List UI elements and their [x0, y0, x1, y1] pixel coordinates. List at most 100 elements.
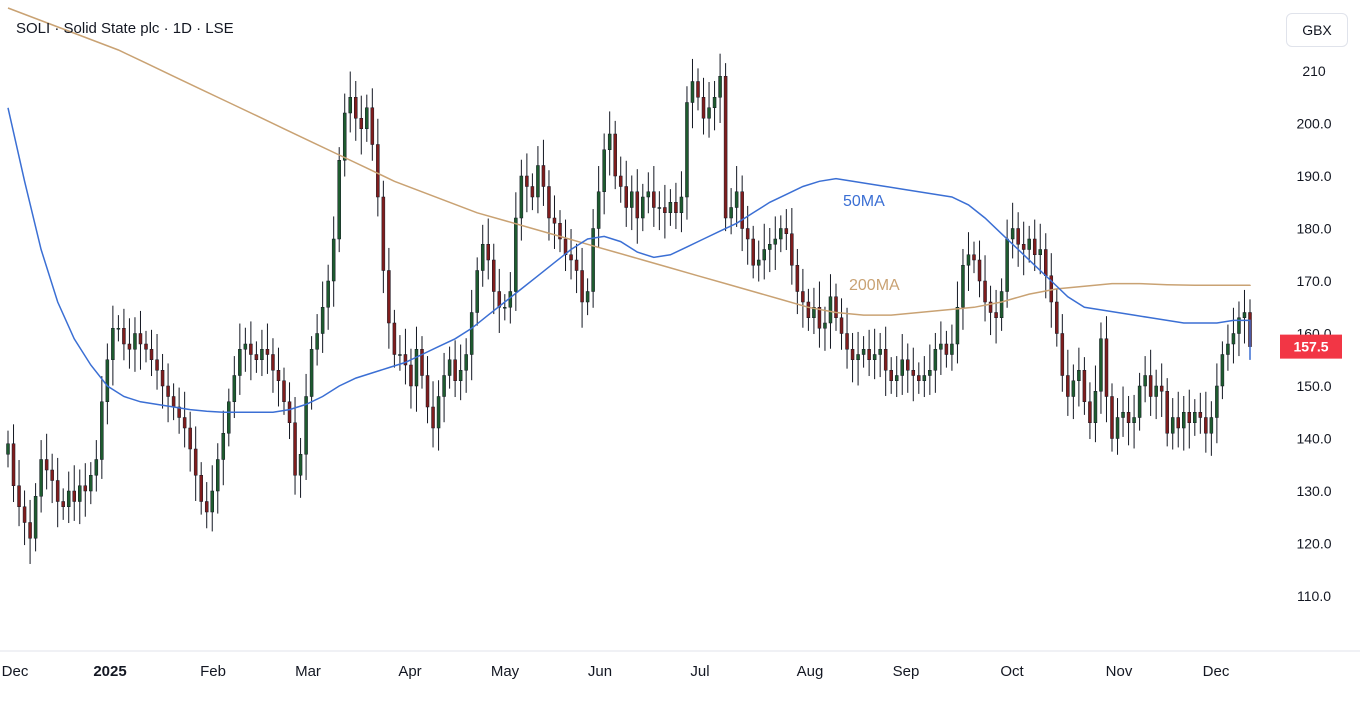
candle[interactable]	[304, 373, 308, 480]
candle[interactable]	[320, 281, 325, 353]
candle[interactable]	[983, 255, 987, 322]
candle[interactable]	[558, 210, 562, 253]
candle[interactable]	[111, 305, 115, 386]
candle[interactable]	[66, 471, 71, 524]
candle[interactable]	[790, 208, 794, 285]
candle[interactable]	[580, 247, 584, 328]
candle[interactable]	[585, 278, 590, 316]
candle[interactable]	[1082, 357, 1087, 415]
candle[interactable]	[547, 170, 551, 241]
candle[interactable]	[469, 289, 474, 381]
candle[interactable]	[354, 80, 358, 141]
candle[interactable]	[210, 465, 214, 532]
candle[interactable]	[144, 330, 148, 363]
candle[interactable]	[381, 180, 386, 294]
candle[interactable]	[425, 356, 430, 424]
candle[interactable]	[674, 182, 678, 230]
candle[interactable]	[287, 382, 292, 440]
candle[interactable]	[900, 334, 904, 395]
candle[interactable]	[944, 330, 949, 368]
candle[interactable]	[1115, 398, 1120, 455]
candle[interactable]	[1104, 316, 1109, 423]
candle[interactable]	[166, 363, 170, 423]
candle[interactable]	[872, 328, 877, 380]
candle[interactable]	[602, 133, 606, 215]
candle[interactable]	[519, 159, 524, 241]
candle[interactable]	[387, 247, 391, 349]
candle[interactable]	[271, 338, 275, 393]
candle[interactable]	[1077, 347, 1081, 407]
candle[interactable]	[889, 357, 893, 394]
candle[interactable]	[801, 268, 805, 328]
candle[interactable]	[105, 343, 110, 425]
candle[interactable]	[856, 331, 860, 386]
candle[interactable]	[646, 172, 651, 214]
candle[interactable]	[911, 347, 916, 402]
candle[interactable]	[635, 169, 640, 244]
candle[interactable]	[1044, 233, 1048, 299]
candle[interactable]	[6, 430, 10, 468]
candle[interactable]	[1198, 392, 1203, 434]
candle[interactable]	[199, 462, 203, 515]
candle[interactable]	[795, 248, 800, 315]
candle[interactable]	[149, 329, 154, 377]
candle[interactable]	[734, 166, 739, 227]
candle[interactable]	[1215, 363, 1219, 444]
candle[interactable]	[696, 68, 700, 111]
candle[interactable]	[768, 227, 772, 273]
candle[interactable]	[17, 460, 21, 527]
candle[interactable]	[193, 426, 198, 501]
candle[interactable]	[740, 175, 744, 252]
candle[interactable]	[624, 160, 628, 227]
candle[interactable]	[1005, 219, 1009, 308]
candle[interactable]	[177, 387, 181, 434]
candle[interactable]	[607, 111, 612, 176]
candle[interactable]	[365, 94, 369, 142]
candle[interactable]	[83, 463, 88, 517]
candle[interactable]	[1066, 349, 1070, 416]
candle[interactable]	[917, 362, 921, 394]
candle[interactable]	[596, 166, 601, 248]
candle[interactable]	[1016, 212, 1020, 267]
candle[interactable]	[497, 268, 502, 333]
candle[interactable]	[922, 356, 927, 398]
candle[interactable]	[188, 411, 192, 472]
candle[interactable]	[1231, 307, 1236, 364]
candle[interactable]	[447, 346, 452, 389]
candle[interactable]	[657, 191, 662, 231]
candle[interactable]	[61, 488, 65, 520]
candle[interactable]	[403, 328, 408, 385]
candle[interactable]	[823, 306, 827, 351]
candle[interactable]	[861, 336, 866, 368]
candle[interactable]	[1021, 221, 1026, 276]
candle[interactable]	[988, 285, 993, 336]
candle[interactable]	[939, 321, 943, 375]
candle[interactable]	[663, 184, 667, 239]
candle[interactable]	[420, 336, 424, 389]
candle[interactable]	[641, 183, 645, 232]
candle[interactable]	[955, 281, 960, 364]
candle[interactable]	[376, 118, 380, 217]
candle[interactable]	[138, 310, 143, 370]
candle[interactable]	[1220, 341, 1225, 400]
candle[interactable]	[282, 367, 286, 415]
candle[interactable]	[906, 343, 910, 393]
candle[interactable]	[894, 356, 899, 398]
candle[interactable]	[337, 147, 341, 253]
candle[interactable]	[276, 347, 281, 407]
candle[interactable]	[243, 327, 248, 372]
candle[interactable]	[155, 334, 159, 390]
candle[interactable]	[536, 146, 540, 214]
candle[interactable]	[486, 218, 490, 280]
candle[interactable]	[414, 326, 419, 412]
candle[interactable]	[503, 294, 507, 321]
candle[interactable]	[701, 77, 706, 135]
candle[interactable]	[171, 383, 176, 421]
candle[interactable]	[530, 173, 535, 211]
candle[interactable]	[22, 490, 27, 546]
candle[interactable]	[475, 257, 479, 326]
candle[interactable]	[265, 323, 270, 374]
candle[interactable]	[1099, 322, 1103, 414]
